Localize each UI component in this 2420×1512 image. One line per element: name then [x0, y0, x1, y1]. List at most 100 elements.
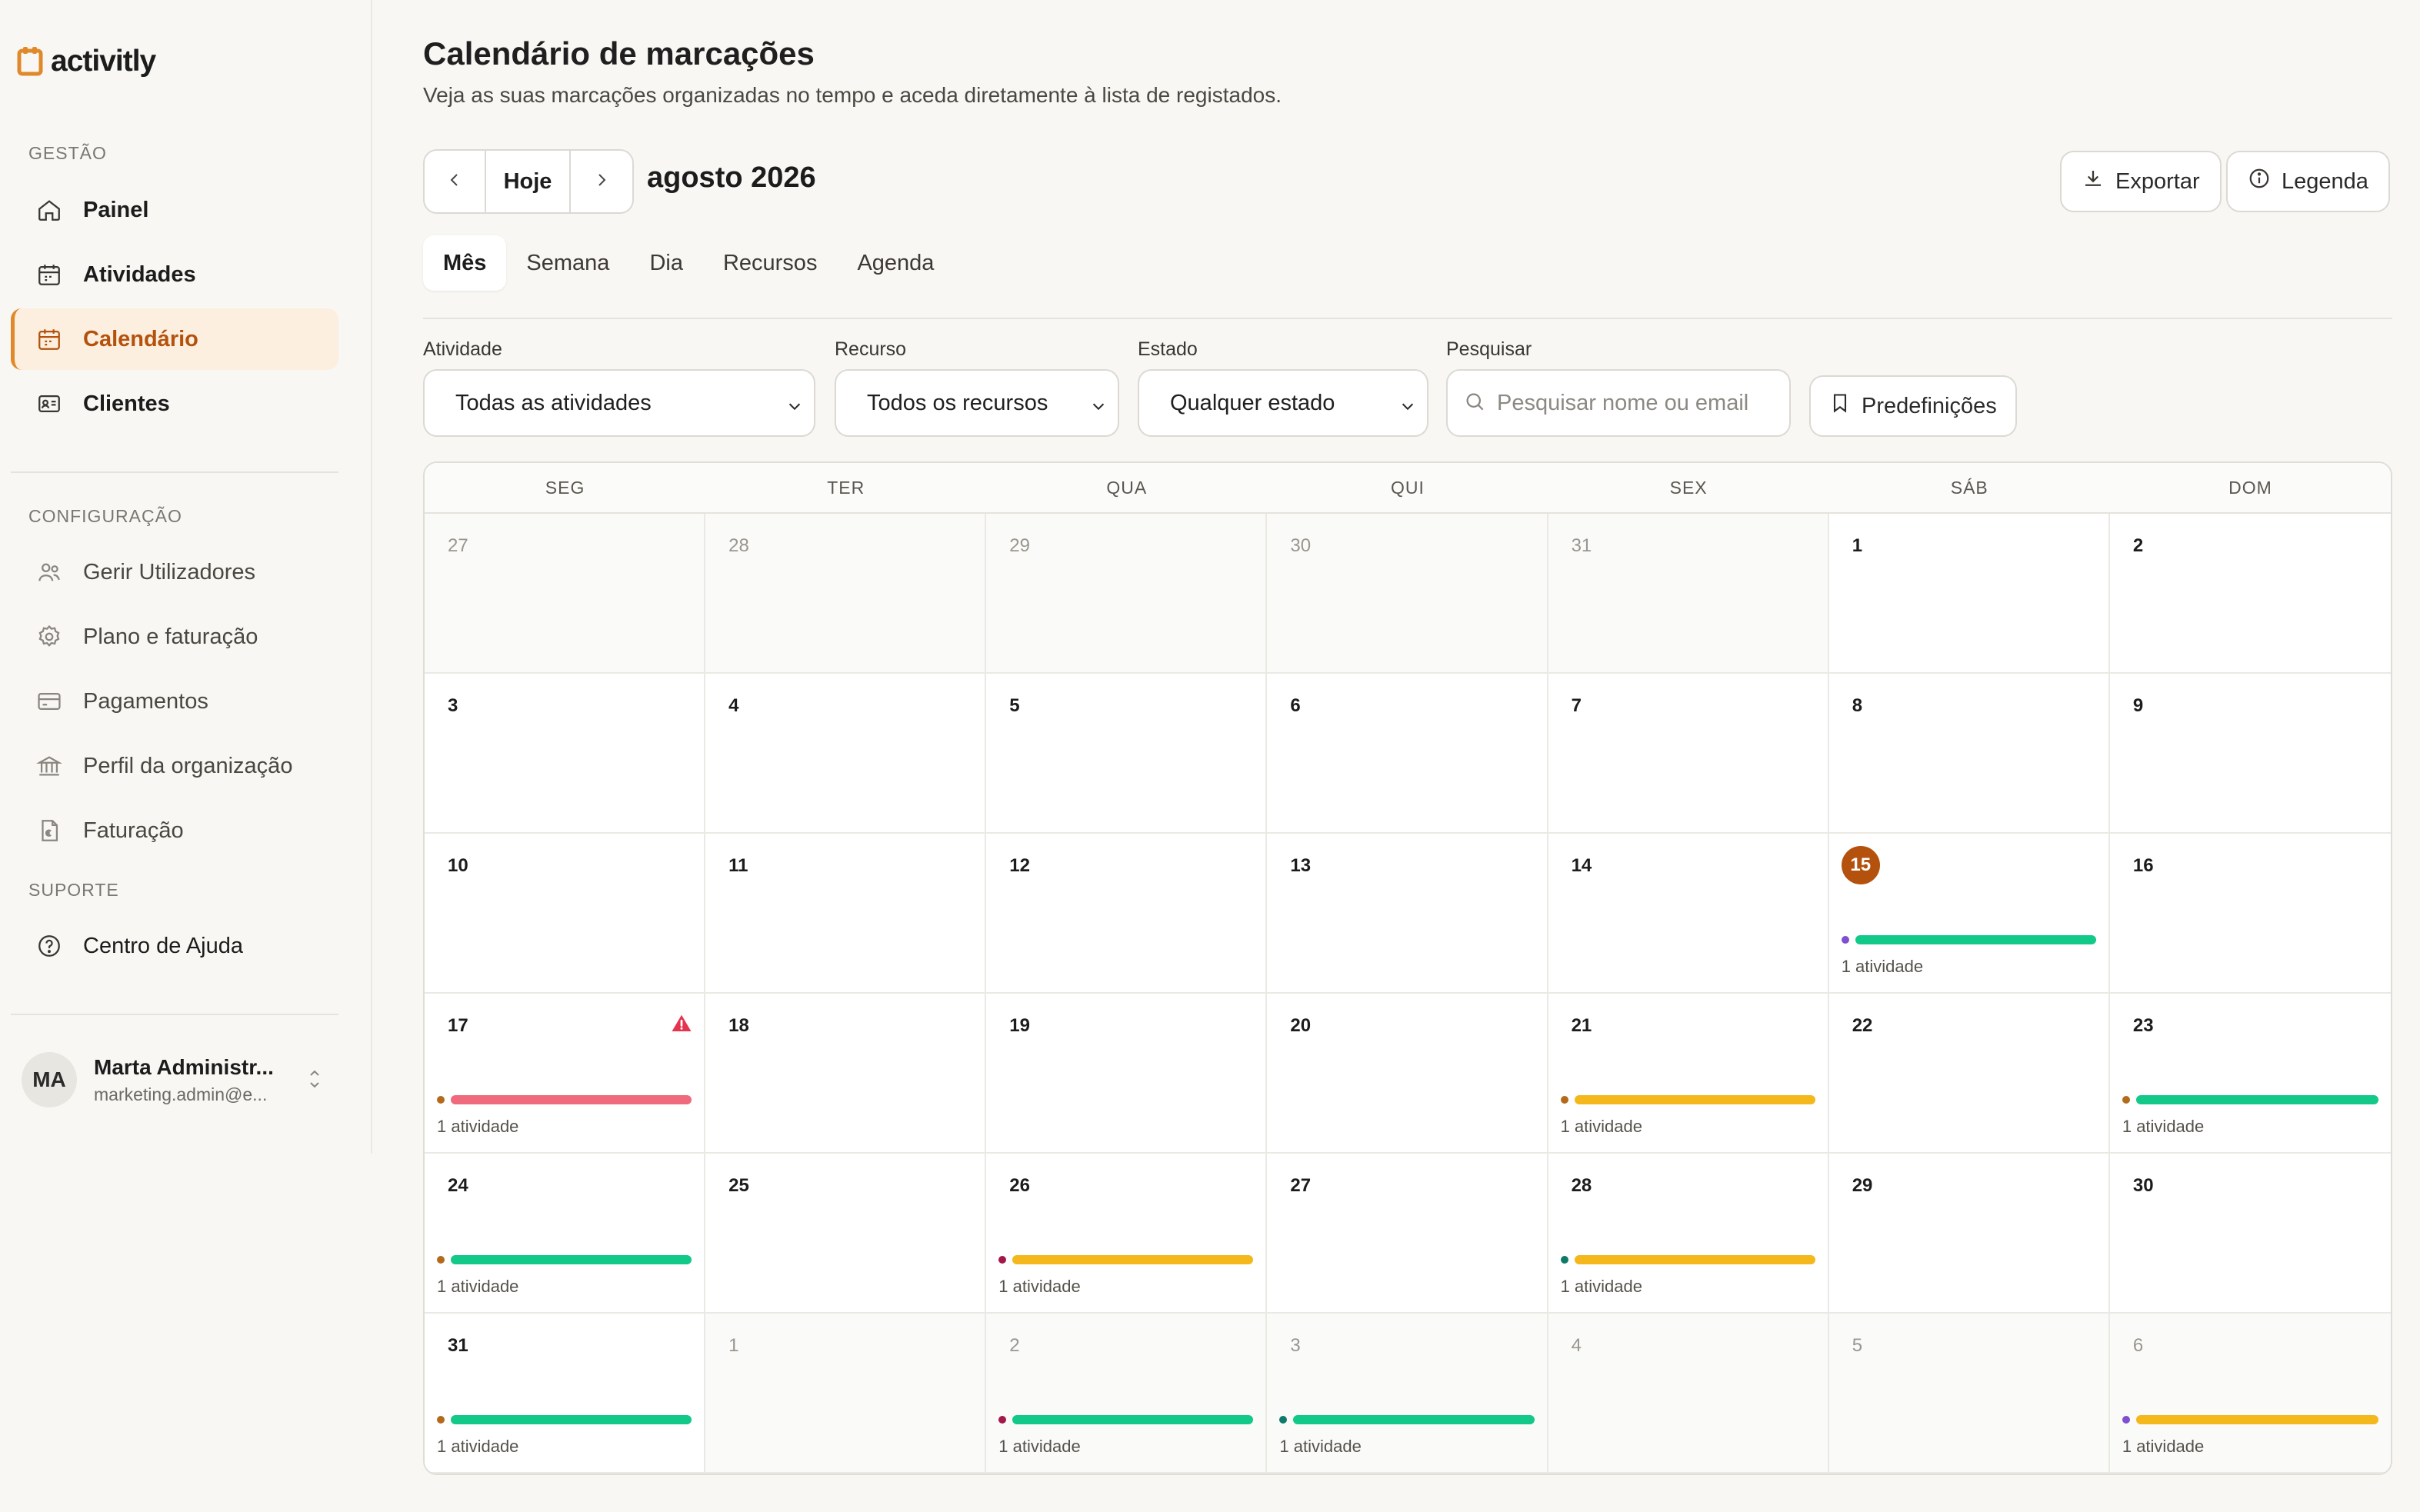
calendar-day-cell[interactable]: 20 — [1267, 994, 1548, 1154]
sidebar-item-clientes[interactable]: Clientes — [11, 373, 338, 435]
presets-button[interactable]: Predefinições — [1809, 375, 2017, 437]
sidebar-item-label: Pagamentos — [83, 688, 208, 714]
tab-semana[interactable]: Semana — [526, 250, 610, 275]
calendar-day-cell[interactable]: 29 — [1828, 1154, 2110, 1314]
activity-filter-select[interactable]: Todas as atividades — [423, 369, 815, 437]
sidebar-item-atividades[interactable]: Atividades — [11, 244, 338, 305]
calendar-day-cell[interactable]: 12 — [986, 834, 1268, 994]
calendar-day-cell[interactable]: 30 — [1267, 514, 1548, 674]
calendar-day-cell[interactable]: 5 — [986, 674, 1268, 834]
calendar-day-cell[interactable]: 24 1 atividade — [425, 1154, 706, 1314]
search-field[interactable] — [1446, 369, 1791, 437]
event-bar[interactable] — [437, 1255, 692, 1264]
day-number: 14 — [1571, 855, 1592, 876]
event-bar[interactable] — [1279, 1415, 1535, 1424]
sidebar-item-calendario[interactable]: Calendário — [11, 308, 338, 370]
status-filter-select[interactable]: Qualquer estado — [1138, 369, 1428, 437]
event-bar[interactable] — [998, 1255, 1254, 1264]
event-count-label[interactable]: 1 atividade — [998, 1437, 1081, 1456]
tab-dia[interactable]: Dia — [649, 250, 683, 275]
calendar-day-cell[interactable]: 22 — [1828, 994, 2110, 1154]
event-bar[interactable] — [2122, 1415, 2378, 1424]
sidebar-item-gerir-utilizadores[interactable]: Gerir Utilizadores — [11, 541, 338, 603]
event-bar[interactable] — [998, 1415, 1254, 1424]
calendar-day-cell[interactable]: 28 — [705, 514, 987, 674]
calendar-day-cell[interactable]: 6 — [1267, 674, 1548, 834]
event-bar[interactable] — [2122, 1095, 2378, 1104]
tab-agenda[interactable]: Agenda — [857, 250, 935, 275]
legend-button[interactable]: Legenda — [2226, 151, 2390, 212]
sidebar-item-painel[interactable]: Painel — [11, 179, 338, 241]
event-count-label[interactable]: 1 atividade — [437, 1437, 519, 1456]
resource-filter-select[interactable]: Todos os recursos — [835, 369, 1119, 437]
event-count-label[interactable]: 1 atividade — [437, 1277, 519, 1296]
calendar-day-cell[interactable]: 15 1 atividade — [1828, 834, 2110, 994]
app-logo[interactable]: activitly — [17, 45, 156, 78]
calendar-day-cell[interactable]: 23 1 atividade — [2109, 994, 2391, 1154]
calendar-day-cell[interactable]: 11 — [705, 834, 987, 994]
calendar-day-cell[interactable]: 1 — [1828, 514, 2110, 674]
today-button[interactable]: Hoje — [486, 151, 571, 212]
event-count-label[interactable]: 1 atividade — [437, 1117, 519, 1136]
calendar-day-cell[interactable]: 14 — [1548, 834, 1829, 994]
event-count-label[interactable]: 1 atividade — [1841, 957, 1924, 976]
sidebar-item-faturacao[interactable]: Faturação — [11, 800, 338, 861]
calendar-day-cell[interactable]: 1 — [705, 1314, 987, 1474]
calendar-day-cell[interactable]: 4 — [1548, 1314, 1829, 1474]
calendar-day-cell[interactable]: 9 — [2109, 674, 2391, 834]
sidebar-item-centro-ajuda[interactable]: Centro de Ajuda — [11, 915, 338, 977]
event-count-label[interactable]: 1 atividade — [2122, 1437, 2205, 1456]
calendar-day-cell[interactable]: 16 — [2109, 834, 2391, 994]
calendar-day-cell[interactable]: 30 — [2109, 1154, 2391, 1314]
calendar-day-cell[interactable]: 28 1 atividade — [1548, 1154, 1829, 1314]
sidebar-item-plano-faturacao[interactable]: Plano e faturação — [11, 606, 338, 668]
export-button[interactable]: Exportar — [2060, 151, 2222, 212]
event-bar[interactable] — [1560, 1255, 1815, 1264]
event-count-label[interactable]: 1 atividade — [1279, 1437, 1362, 1456]
day-number: 27 — [448, 535, 468, 556]
event-bar[interactable] — [1841, 935, 2096, 944]
event-count-label[interactable]: 1 atividade — [2122, 1117, 2205, 1136]
calendar-day-cell[interactable]: 2 1 atividade — [986, 1314, 1268, 1474]
calendar-day-cell[interactable]: 25 — [705, 1154, 987, 1314]
calendar-day-cell[interactable]: 17 1 atividade — [425, 994, 706, 1154]
calendar-day-cell[interactable]: 4 — [705, 674, 987, 834]
user-menu[interactable]: MA Marta Administr... marketing.admin@e.… — [22, 1047, 329, 1112]
calendar-day-cell[interactable]: 3 1 atividade — [1267, 1314, 1548, 1474]
event-bar[interactable] — [437, 1415, 692, 1424]
event-count-label[interactable]: 1 atividade — [1560, 1277, 1642, 1296]
calendar-day-cell[interactable]: 2 — [2109, 514, 2391, 674]
search-input[interactable] — [1497, 390, 1789, 416]
calendar-day-cell[interactable]: 6 1 atividade — [2109, 1314, 2391, 1474]
sidebar-item-perfil-organizacao[interactable]: Perfil da organização — [11, 735, 338, 797]
previous-month-button[interactable] — [425, 151, 486, 212]
event-bar[interactable] — [1560, 1095, 1815, 1104]
search-label: Pesquisar — [1446, 338, 1532, 360]
calendar-day-cell[interactable]: 31 — [1548, 514, 1829, 674]
calendar-day-cell[interactable]: 19 — [986, 994, 1268, 1154]
tab-mes[interactable]: Mês — [423, 235, 507, 291]
calendar-day-cell[interactable]: 8 — [1828, 674, 2110, 834]
tab-recursos[interactable]: Recursos — [722, 250, 818, 275]
day-number: 27 — [1290, 1175, 1312, 1196]
calendar-day-cell[interactable]: 29 — [986, 514, 1268, 674]
calendar-day-cell[interactable]: 13 — [1267, 834, 1548, 994]
event-bar[interactable] — [437, 1095, 692, 1104]
event-count-label[interactable]: 1 atividade — [1560, 1117, 1642, 1136]
day-number: 16 — [2132, 855, 2154, 876]
calendar-day-cell[interactable]: 3 — [425, 674, 706, 834]
calendar-day-cell[interactable]: 7 — [1548, 674, 1829, 834]
sidebar-item-pagamentos[interactable]: Pagamentos — [11, 671, 338, 732]
calendar-day-cell[interactable]: 26 1 atividade — [986, 1154, 1268, 1314]
calendar-day-cell[interactable]: 18 — [705, 994, 987, 1154]
event-count-label[interactable]: 1 atividade — [998, 1277, 1081, 1296]
calendar-day-cell[interactable]: 27 — [425, 514, 706, 674]
next-month-button[interactable] — [571, 151, 632, 212]
calendar-day-cell[interactable]: 31 1 atividade — [425, 1314, 706, 1474]
calendar-day-cell[interactable]: 21 1 atividade — [1548, 994, 1829, 1154]
calendar-day-cell[interactable]: 27 — [1267, 1154, 1548, 1314]
warning-icon[interactable] — [670, 1012, 693, 1035]
calendar-day-cell[interactable]: 10 — [425, 834, 706, 994]
calendar-day-cell[interactable]: 5 — [1828, 1314, 2110, 1474]
activity-filter-label: Atividade — [423, 338, 502, 360]
